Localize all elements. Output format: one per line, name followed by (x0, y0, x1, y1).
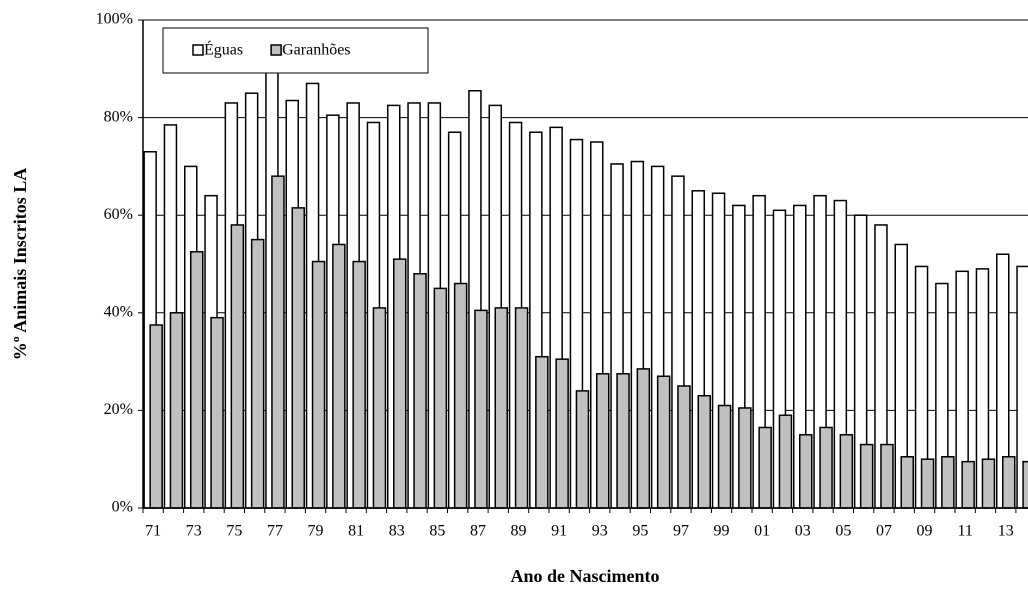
bar (961, 460, 975, 509)
bar (778, 414, 793, 509)
bar (717, 404, 732, 509)
bar (555, 358, 569, 509)
bar (494, 307, 508, 509)
bar (1002, 456, 1016, 509)
bar (332, 243, 346, 509)
x-tick-label: 73 (186, 523, 202, 540)
bar (372, 307, 387, 509)
bar (900, 456, 914, 509)
x-tick-label: 03 (795, 523, 811, 540)
x-tick-label: 13 (998, 523, 1014, 540)
legend-swatch (192, 44, 204, 56)
x-tick-label: 79 (308, 523, 324, 540)
x-tick-label: 09 (917, 523, 933, 540)
bar (819, 426, 833, 509)
y-axis-title: %º Animais Inscritos LA (10, 168, 30, 360)
bar (839, 434, 854, 509)
legend-swatch (270, 44, 282, 56)
bar (981, 458, 996, 509)
x-tick-label: 75 (226, 523, 242, 540)
x-tick-label: 81 (348, 523, 364, 540)
x-tick-label: 77 (267, 523, 283, 540)
bar (941, 456, 955, 509)
bar (514, 307, 529, 509)
x-tick-label: 87 (470, 523, 486, 540)
bar (880, 443, 894, 509)
bar (799, 434, 813, 509)
bar (535, 355, 549, 509)
bar (352, 260, 366, 509)
x-tick-label: 83 (389, 523, 405, 540)
x-tick-label: 93 (592, 523, 608, 540)
x-tick-label: 11 (957, 523, 972, 540)
bar (291, 207, 305, 509)
bar (393, 258, 407, 509)
bar (677, 385, 691, 509)
bar (271, 175, 285, 509)
y-tick-label: 60% (104, 206, 133, 223)
bar (169, 312, 184, 509)
y-tick-label: 80% (104, 108, 133, 125)
bar (758, 426, 772, 509)
legend-label: Garanhões (282, 42, 350, 59)
legend-label: Éguas (204, 40, 243, 59)
x-tick-label: 01 (754, 523, 770, 540)
x-tick-label: 85 (429, 523, 445, 540)
bar (656, 375, 671, 509)
bar (616, 373, 630, 509)
bar (149, 324, 163, 509)
x-tick-label: 71 (145, 523, 161, 540)
bar (575, 390, 590, 509)
bar (453, 282, 468, 509)
bar (190, 251, 204, 509)
bar (413, 273, 427, 509)
x-tick-label: 99 (714, 523, 730, 540)
bar (738, 407, 752, 509)
bar (1022, 460, 1028, 509)
y-tick-label: 20% (104, 401, 133, 418)
bar (859, 443, 874, 509)
bar (596, 373, 610, 509)
y-tick-label: 0% (112, 499, 133, 516)
bar (636, 368, 651, 509)
y-tick-label: 40% (104, 303, 133, 320)
bar (697, 395, 711, 509)
x-axis-title: Ano de Nascimento (511, 566, 660, 586)
x-tick-label: 05 (835, 523, 851, 540)
legend-box (162, 27, 429, 74)
x-tick-label: 91 (551, 523, 567, 540)
y-tick-label: 100% (96, 11, 133, 28)
bar (311, 260, 326, 509)
bar (433, 287, 448, 509)
bar (474, 309, 488, 509)
x-tick-label: 07 (876, 523, 892, 540)
x-tick-label: 97 (673, 523, 689, 540)
bar (230, 224, 245, 509)
bar (920, 458, 935, 509)
bar (210, 316, 224, 509)
x-tick-label: 89 (511, 523, 527, 540)
x-tick-label: 95 (632, 523, 648, 540)
bar (250, 238, 265, 509)
